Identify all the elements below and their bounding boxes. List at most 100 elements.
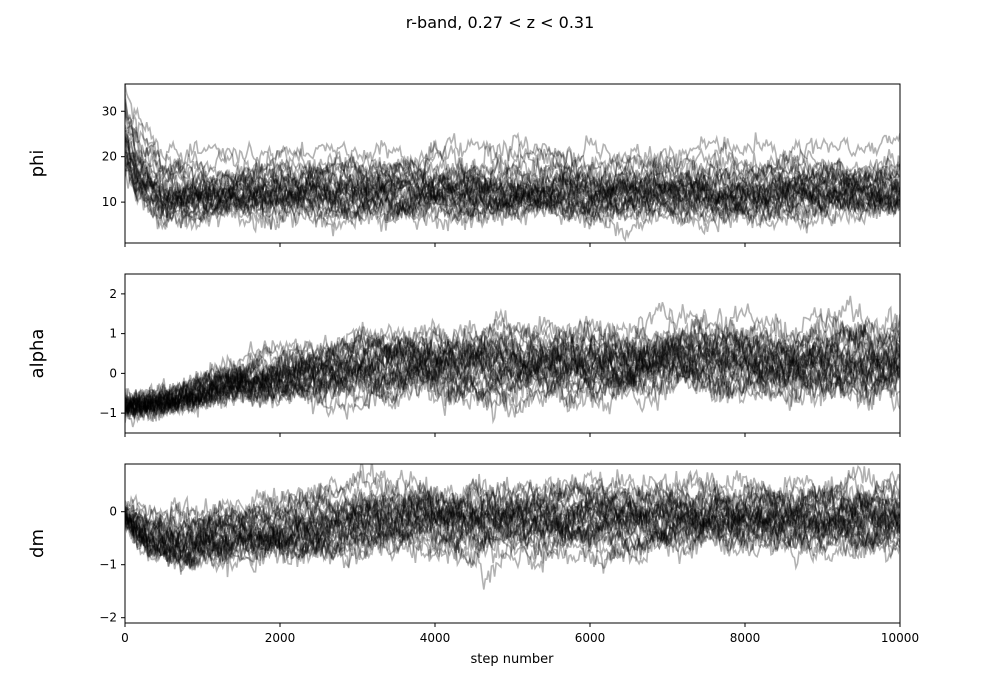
walker-trace <box>125 329 900 413</box>
walker-trace <box>125 157 900 229</box>
walker-trace <box>125 490 900 571</box>
walker-trace <box>125 93 900 194</box>
walker-trace <box>125 163 900 231</box>
panel-phi: 10 20 30 phi <box>27 83 901 247</box>
walker-trace <box>125 329 900 417</box>
walker-trace <box>125 469 900 545</box>
walker-trace <box>125 508 900 575</box>
walker-trace <box>125 468 900 535</box>
x-tick-label: 10000 <box>881 631 919 645</box>
walker-trace <box>125 512 900 590</box>
walker-trace <box>125 485 900 551</box>
y-tick-label: −1 <box>99 558 117 572</box>
walker-trace <box>125 483 900 570</box>
walker-trace <box>125 469 900 545</box>
walker-trace <box>125 305 900 409</box>
walker-trace <box>125 165 900 236</box>
walker-trace <box>125 344 900 420</box>
y-axis-label-alpha: alpha <box>27 329 48 379</box>
walker-trace <box>125 136 900 219</box>
walker-trace <box>125 321 900 408</box>
walker-trace <box>125 159 900 230</box>
walker-traces-dm <box>125 464 900 590</box>
walker-trace <box>125 133 900 216</box>
walker-trace <box>125 360 900 425</box>
y-tick-label: −1 <box>99 406 117 420</box>
walker-trace <box>125 314 900 408</box>
trace-panels: 10 20 30 phi −1 0 1 2 alpha −2 −1 0 0 2000 4000 6000 800… <box>27 83 919 645</box>
walker-trace <box>125 118 900 210</box>
walker-trace <box>125 487 900 568</box>
walker-trace <box>125 464 900 531</box>
walker-trace <box>125 141 900 223</box>
walker-trace <box>125 475 900 550</box>
walker-trace <box>125 334 900 422</box>
walker-trace <box>125 343 900 417</box>
x-tick-label: 4000 <box>420 631 451 645</box>
y-tick-label: 2 <box>109 287 117 301</box>
walker-trace <box>125 102 900 197</box>
walker-trace <box>125 99 900 197</box>
walker-trace <box>125 482 900 546</box>
walker-trace <box>125 505 900 566</box>
walker-trace <box>125 352 900 420</box>
walker-trace <box>125 295 900 407</box>
walker-traces-phi <box>125 84 900 243</box>
walker-trace <box>125 315 900 414</box>
y-axis-label-phi: phi <box>27 150 48 178</box>
walker-trace <box>125 107 900 204</box>
walker-trace <box>125 480 900 559</box>
panel-alpha: −1 0 1 2 alpha <box>27 273 901 437</box>
walker-trace <box>125 111 900 200</box>
y-tick-label: 1 <box>109 327 117 341</box>
walker-trace <box>125 143 900 229</box>
walker-trace <box>125 317 900 424</box>
x-axis-label: step number <box>471 652 555 667</box>
walker-trace <box>125 318 900 413</box>
walker-trace <box>125 154 900 243</box>
walker-trace <box>125 361 900 428</box>
walker-trace <box>125 317 900 416</box>
walker-trace <box>125 313 900 419</box>
walker-trace <box>125 483 900 552</box>
walker-trace <box>125 477 900 534</box>
figure-title: r-band, 0.27 < z < 0.31 <box>406 13 595 32</box>
walker-trace <box>125 330 900 419</box>
walker-trace <box>125 499 900 561</box>
y-axis-label-dm: dm <box>27 529 48 558</box>
walker-trace <box>125 84 900 174</box>
x-tick-label: 2000 <box>265 631 296 645</box>
walker-trace <box>125 498 900 567</box>
y-tick-label: 10 <box>102 195 117 209</box>
y-tick-label: 30 <box>102 104 117 118</box>
walker-trace <box>125 333 900 416</box>
walker-trace <box>125 343 900 419</box>
walker-trace <box>125 514 900 578</box>
walker-trace <box>125 494 900 560</box>
walker-trace <box>125 345 900 416</box>
walker-trace <box>125 169 900 230</box>
y-tick-label: 0 <box>109 366 117 380</box>
walker-trace <box>125 151 900 220</box>
walker-trace <box>125 499 900 570</box>
walker-trace <box>125 491 900 557</box>
walker-trace <box>125 489 900 569</box>
y-tick-label: 20 <box>102 150 117 164</box>
walker-trace <box>125 334 900 418</box>
walker-trace <box>125 327 900 415</box>
walker-trace <box>125 488 900 561</box>
x-tick-label: 8000 <box>730 631 761 645</box>
walker-trace <box>125 500 900 573</box>
walker-trace <box>125 342 900 419</box>
walker-trace <box>125 493 900 560</box>
walker-trace <box>125 513 900 574</box>
walker-trace <box>125 342 900 416</box>
walker-trace <box>125 335 900 420</box>
y-tick-label: 0 <box>109 505 117 519</box>
walker-trace <box>125 161 900 234</box>
walker-trace <box>125 124 900 204</box>
walker-trace <box>125 130 900 209</box>
walker-trace <box>125 348 900 420</box>
walker-trace <box>125 500 900 563</box>
walker-trace <box>125 335 900 415</box>
